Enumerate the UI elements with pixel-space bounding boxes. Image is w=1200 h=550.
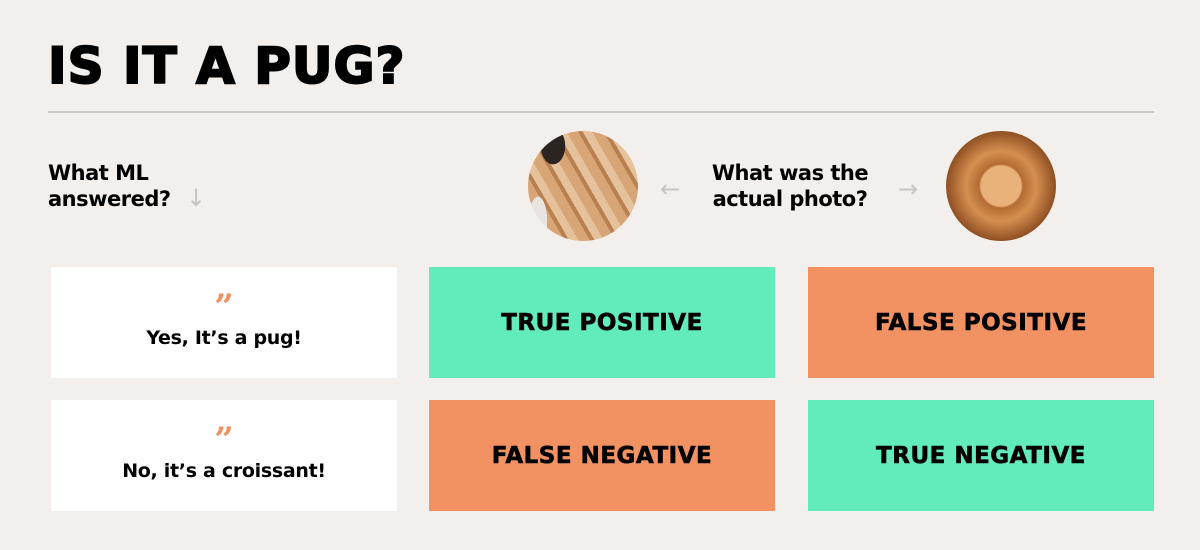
pug-photo bbox=[528, 131, 638, 241]
column-question-line: actual photo? bbox=[712, 187, 868, 211]
cell-false-positive: FALSE POSITIVE bbox=[808, 267, 1154, 378]
answer-no: ” No, it’s a croissant! bbox=[51, 400, 397, 511]
arrow-down-icon: ↓ bbox=[186, 184, 207, 212]
quote-icon: ” bbox=[214, 419, 234, 460]
arrow-right-icon: → bbox=[898, 175, 919, 203]
row-question-line: What ML bbox=[48, 161, 149, 185]
row-question: What ML answered? bbox=[48, 160, 171, 212]
cell-true-positive: TRUE POSITIVE bbox=[429, 267, 775, 378]
cell-false-negative: FALSE NEGATIVE bbox=[429, 400, 775, 511]
divider bbox=[48, 111, 1154, 113]
page-title: IS IT A PUG? bbox=[47, 36, 406, 96]
column-question: What was the actual photo? bbox=[700, 160, 880, 212]
answer-yes: ” Yes, It’s a pug! bbox=[51, 267, 397, 378]
quote-icon: ” bbox=[214, 286, 234, 327]
croissant-photo bbox=[946, 131, 1056, 241]
cell-true-negative: TRUE NEGATIVE bbox=[808, 400, 1154, 511]
arrow-left-icon: ← bbox=[660, 175, 681, 203]
row-question-line: answered? bbox=[48, 187, 171, 211]
column-question-line: What was the bbox=[711, 161, 869, 185]
answer-text: No, it’s a croissant! bbox=[122, 459, 326, 482]
answer-text: Yes, It’s a pug! bbox=[146, 326, 302, 349]
